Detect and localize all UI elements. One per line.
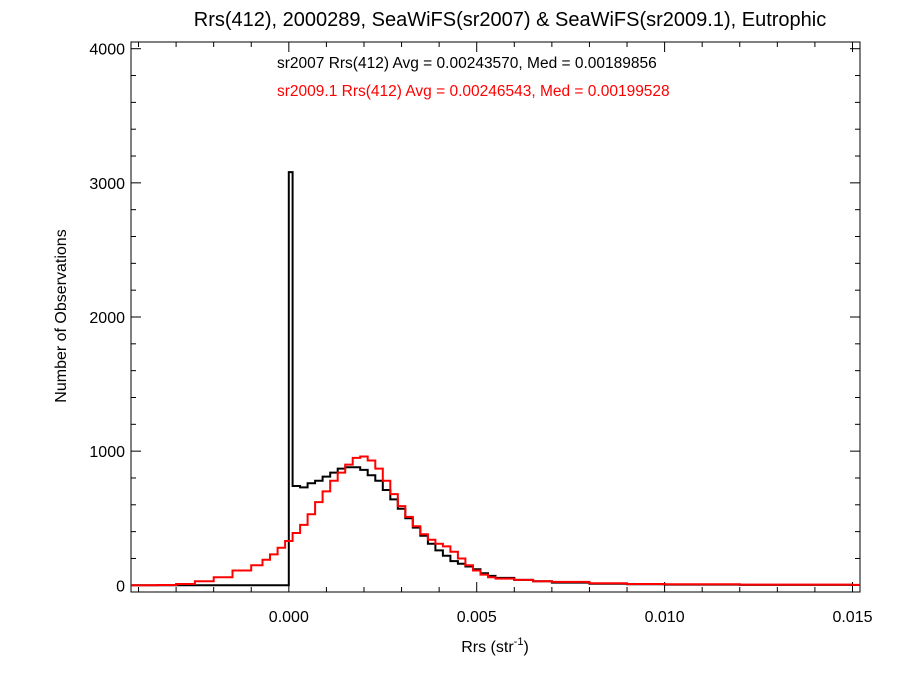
x-tick-label: 0.015 [832,609,872,626]
y-tick-label: 2000 [89,310,125,327]
y-tick-label: 0 [116,578,125,595]
y-tick-label: 1000 [89,444,125,461]
x-axis-label-close: ) [523,639,528,656]
x-tick-label: 0.000 [269,609,309,626]
x-axis-label-main: Rrs (str [461,639,514,656]
x-axis-label-superscript: -1 [514,636,524,648]
series-line-sr2007 [131,171,860,587]
annotation-sr2007: sr2007 Rrs(412) Avg = 0.00243570, Med = … [277,55,657,72]
y-tick-label: 4000 [89,42,125,59]
plot-frame [130,41,861,593]
x-axis-ticks: 0.000 0.005 0.010 0.015 [138,42,873,626]
y-tick-label: 3000 [89,176,125,193]
x-tick-label: 0.005 [457,609,497,626]
x-tick-label: 0.010 [645,609,685,626]
annotation-sr2009: sr2009.1 Rrs(412) Avg = 0.00246543, Med … [277,83,670,100]
x-axis-label: Rrs (str-1) [461,636,529,656]
series-line-sr2009-1 [131,455,860,587]
y-axis-label: Number of Observations [53,229,70,402]
series-layer [131,171,860,587]
chart-title: Rrs(412), 2000289, SeaWiFS(sr2007) & Sea… [194,9,827,31]
y-axis-ticks: 0 1000 2000 3000 4000 [89,42,860,595]
